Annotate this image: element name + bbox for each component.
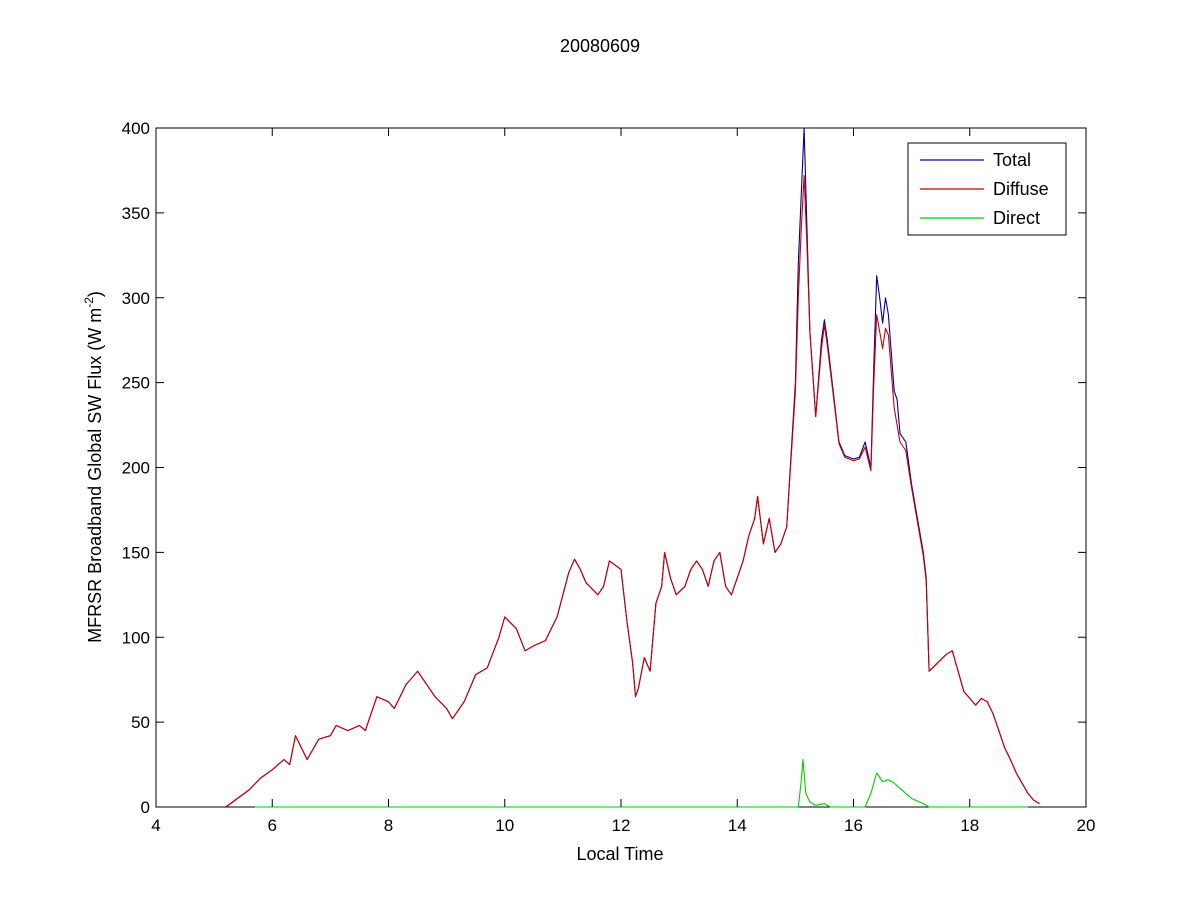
x-tick-label: 8: [384, 816, 393, 835]
x-tick-label: 4: [151, 816, 160, 835]
x-tick-label: 10: [495, 816, 514, 835]
x-tick-label: 18: [960, 816, 979, 835]
y-axis-label-main: MFRSR Broadband Global SW Flux (W m: [85, 308, 105, 643]
x-tick-label: 14: [728, 816, 747, 835]
x-tick-label: 16: [844, 816, 863, 835]
x-tick-label: 6: [268, 816, 277, 835]
legend-label-total: Total: [993, 150, 1031, 170]
y-axis-label-superscript: -2: [82, 297, 96, 308]
y-tick-label: 400: [122, 119, 150, 138]
y-axis-label: MFRSR Broadband Global SW Flux (W m-2): [82, 291, 105, 643]
series-layer: [225, 127, 1040, 808]
x-tick-label: 20: [1077, 816, 1096, 835]
series-line-direct: [254, 758, 1028, 808]
y-axis-label-end: ): [85, 291, 105, 297]
legend: Total Diffuse Direct: [907, 142, 1067, 236]
y-tick-label: 300: [122, 289, 150, 308]
y-tick-label: 200: [122, 459, 150, 478]
legend-label-diffuse: Diffuse: [993, 179, 1049, 199]
chart-title: 20080609: [560, 36, 640, 56]
legend-label-direct: Direct: [993, 208, 1040, 228]
y-tick-label: 250: [122, 374, 150, 393]
y-tick-label: 100: [122, 628, 150, 647]
x-tick-label: 12: [612, 816, 631, 835]
series-line-diffuse: [225, 174, 1040, 808]
y-tick-label: 50: [131, 713, 150, 732]
y-tick-label: 350: [122, 204, 150, 223]
plot-frame: [155, 127, 1087, 808]
x-axis-label: Local Time: [576, 844, 663, 864]
y-tick-label: 150: [122, 543, 150, 562]
y-tick-label: 0: [141, 798, 150, 817]
